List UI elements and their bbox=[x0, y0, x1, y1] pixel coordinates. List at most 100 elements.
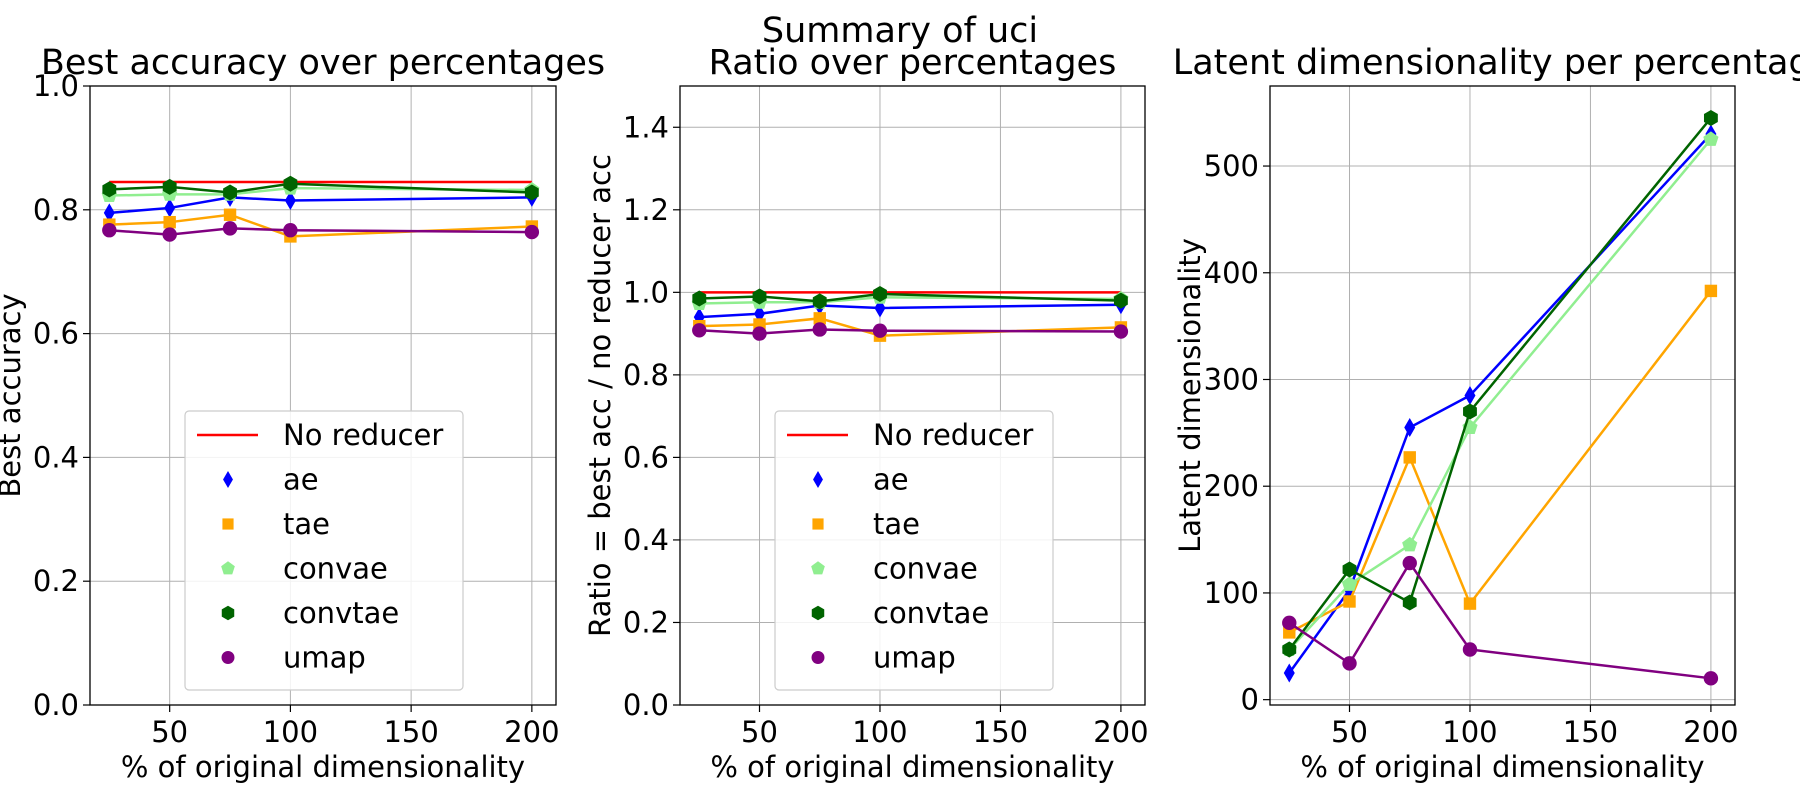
data-point-convtae bbox=[283, 175, 298, 192]
axes-frame bbox=[89, 85, 557, 706]
data-point-umap bbox=[692, 323, 707, 338]
data-point-umap bbox=[1703, 671, 1719, 686]
y-axis-label: Latent dimensionality bbox=[1173, 238, 1207, 553]
data-point-convtae bbox=[1402, 594, 1417, 611]
data-point-convtae bbox=[812, 293, 827, 310]
chart-title: Latent dimensionality per percentage bbox=[1173, 43, 1800, 83]
y-tick-label: 1.2 bbox=[623, 193, 669, 227]
legend-swatch-ae bbox=[813, 470, 823, 489]
y-tick-label: 1.0 bbox=[33, 69, 79, 103]
chart-panel-2: 50 100 150 2000.00.20.40.60.81.01.21.4Ratio… bbox=[583, 43, 1149, 784]
chart-title: Ratio over percentages bbox=[709, 43, 1117, 83]
x-axis-label: % of original dimensionality bbox=[710, 750, 1114, 784]
data-point-convtae bbox=[873, 285, 887, 302]
chart-title: Best accuracy over percentages bbox=[41, 43, 605, 83]
data-point-ae bbox=[164, 198, 176, 218]
legend-label: convtae bbox=[873, 596, 989, 630]
legend-swatch-umap bbox=[811, 651, 825, 664]
axes-frame bbox=[679, 85, 1146, 706]
legend-label: No reducer bbox=[873, 418, 1033, 452]
legend: No reducer ae tae convae convtae umap bbox=[774, 410, 1054, 691]
y-axis-label: Ratio = best acc / no reducer acc bbox=[583, 154, 617, 637]
figure-suptitle: Summary of uci bbox=[762, 11, 1038, 51]
legend-label: No reducer bbox=[283, 418, 443, 452]
legend-label: umap bbox=[873, 641, 956, 675]
data-point-umap bbox=[1462, 642, 1478, 657]
y-tick-label: 400 bbox=[1204, 256, 1259, 290]
x-tick-label: 200 bbox=[1093, 715, 1148, 749]
y-tick-label: 0 bbox=[1241, 683, 1259, 717]
data-point-umap bbox=[812, 322, 827, 337]
y-tick-label: 300 bbox=[1204, 362, 1259, 396]
data-point-tae bbox=[1463, 597, 1477, 610]
x-tick-label: 150 bbox=[383, 715, 438, 749]
data-point-tae bbox=[1343, 595, 1356, 608]
data-point-ae bbox=[1464, 386, 1476, 405]
axes-frame bbox=[1269, 85, 1736, 706]
legend-label: tae bbox=[873, 507, 920, 541]
data-point-umap bbox=[524, 224, 540, 240]
x-tick-label: 200 bbox=[504, 715, 559, 749]
data-point-umap bbox=[102, 223, 117, 238]
data-point-umap bbox=[1113, 324, 1129, 339]
legend-swatch-convtae bbox=[221, 605, 235, 621]
y-tick-label: 0.0 bbox=[623, 688, 669, 722]
legend-box bbox=[774, 410, 1054, 691]
y-tick-label: 0.8 bbox=[33, 193, 79, 227]
legend-box bbox=[184, 410, 464, 691]
data-point-convae bbox=[1703, 131, 1719, 146]
y-tick-label: 0.2 bbox=[33, 564, 79, 598]
data-point-umap bbox=[752, 326, 767, 341]
legend-swatch-convtae bbox=[811, 605, 825, 621]
y-tick-label: 0.8 bbox=[623, 358, 669, 392]
data-point-convtae bbox=[752, 288, 767, 305]
data-point-convtae bbox=[223, 184, 237, 201]
data-point-tae bbox=[1704, 284, 1718, 298]
y-tick-label: 0.0 bbox=[33, 688, 79, 722]
legend-swatch-ae bbox=[223, 470, 233, 489]
data-point-umap bbox=[1282, 615, 1297, 631]
legend-label: umap bbox=[283, 641, 366, 675]
y-tick-label: 0.4 bbox=[33, 440, 79, 474]
legend-label: convtae bbox=[283, 596, 399, 630]
data-point-convtae bbox=[692, 290, 707, 307]
data-point-ae bbox=[1404, 418, 1416, 438]
x-tick-label: 50 bbox=[1331, 715, 1368, 749]
data-point-ae bbox=[1283, 663, 1295, 683]
legend-swatch-tae bbox=[812, 518, 824, 530]
data-point-tae bbox=[1283, 626, 1296, 639]
legend-label: tae bbox=[283, 507, 330, 541]
data-point-umap bbox=[283, 223, 298, 238]
chart-panel-3: 50 100 150 200 0 100 200 300 400 500 Latent dimens… bbox=[1173, 43, 1800, 784]
data-point-convtae bbox=[162, 178, 177, 195]
data-point-convtae bbox=[524, 184, 539, 201]
x-tick-label: 150 bbox=[1563, 715, 1618, 749]
data-point-tae bbox=[163, 215, 176, 229]
data-point-convtae bbox=[1463, 403, 1477, 420]
data-point-umap bbox=[1342, 656, 1357, 671]
y-tick-label: 0.6 bbox=[623, 440, 669, 474]
data-point-convtae bbox=[1703, 110, 1718, 127]
data-point-convae bbox=[1402, 536, 1418, 552]
y-tick-label: 100 bbox=[1204, 576, 1259, 610]
legend-swatch-umap bbox=[221, 651, 235, 664]
y-tick-label: 0.4 bbox=[623, 523, 669, 557]
legend-label: convae bbox=[873, 552, 978, 586]
x-tick-label: 100 bbox=[852, 715, 907, 749]
y-tick-label: 0.6 bbox=[33, 317, 79, 351]
data-point-convtae bbox=[102, 181, 117, 198]
y-tick-label: 200 bbox=[1204, 469, 1259, 503]
legend-label: ae bbox=[873, 463, 909, 497]
y-tick-label: 1.4 bbox=[623, 110, 669, 144]
x-tick-label: 50 bbox=[151, 715, 188, 749]
data-point-convtae bbox=[1282, 641, 1297, 658]
data-point-convtae bbox=[1342, 561, 1357, 578]
data-point-tae bbox=[813, 312, 826, 325]
x-axis-label: % of original dimensionality bbox=[121, 750, 525, 784]
legend: No reducer ae tae convae convtae umap bbox=[184, 410, 464, 691]
x-axis-label: % of original dimensionality bbox=[1300, 750, 1704, 784]
data-point-umap bbox=[222, 221, 238, 236]
x-tick-label: 100 bbox=[263, 715, 318, 749]
